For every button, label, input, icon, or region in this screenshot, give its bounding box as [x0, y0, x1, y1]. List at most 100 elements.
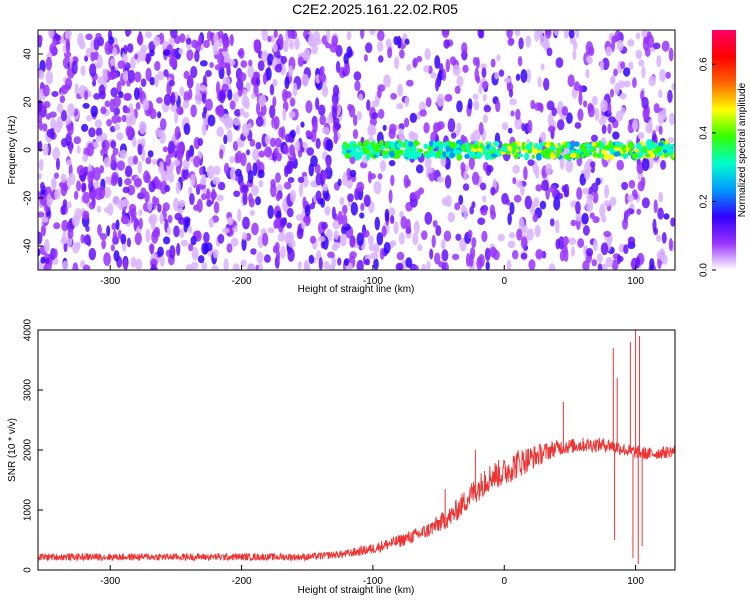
x-tick-label: -200 — [232, 276, 252, 287]
heatmap-cell — [272, 96, 277, 108]
heatmap-cell — [90, 105, 99, 118]
heatmap-cell — [252, 162, 258, 177]
heatmap-cell — [413, 220, 420, 235]
heatmap-cell — [315, 172, 323, 186]
heatmap-cell — [514, 116, 523, 130]
heatmap-cell — [97, 224, 102, 236]
heatmap-cell — [527, 119, 533, 134]
heatmap-cell — [72, 262, 79, 270]
heatmap-signal-cell — [342, 144, 347, 149]
heatmap-cell — [182, 99, 190, 109]
heatmap-cell — [80, 234, 85, 244]
heatmap-cell — [321, 221, 328, 230]
heatmap-cell — [641, 197, 650, 209]
heatmap-cell — [80, 65, 86, 77]
heatmap-cell — [257, 169, 265, 179]
heatmap-cell — [353, 71, 362, 81]
heatmap-cell — [376, 232, 384, 246]
heatmap-cell — [164, 184, 171, 193]
heatmap-cell — [122, 70, 129, 82]
heatmap-cell — [365, 258, 370, 266]
heatmap-cell — [180, 239, 189, 247]
heatmap-cell — [168, 171, 175, 183]
heatmap-cell — [273, 147, 279, 157]
heatmap-signal-cell — [349, 151, 355, 158]
heatmap-cell — [264, 146, 273, 158]
heatmap-cell — [82, 102, 90, 109]
heatmap-cell — [124, 107, 131, 114]
heatmap-cell — [249, 139, 256, 147]
heatmap-cell — [116, 132, 124, 141]
heatmap-cell — [635, 49, 643, 60]
heatmap-cell — [436, 93, 445, 107]
heatmap-signal-cell — [357, 147, 363, 151]
heatmap-cell — [477, 217, 486, 226]
heatmap-cell — [347, 193, 354, 203]
heatmap-signal-cell — [663, 153, 670, 158]
heatmap-signal-cell — [408, 141, 414, 148]
heatmap-cell — [225, 62, 231, 71]
heatmap-cell — [138, 217, 143, 230]
heatmap-cell — [275, 193, 281, 202]
heatmap-cell — [104, 176, 112, 184]
heatmap-cell — [76, 165, 85, 176]
heatmap-cell — [668, 47, 674, 62]
heatmap-cell — [515, 73, 521, 81]
heatmap-cell — [110, 140, 117, 149]
heatmap-cell — [321, 126, 330, 135]
heatmap-cell — [478, 122, 484, 136]
heatmap-cell — [85, 33, 93, 41]
heatmap-cell — [60, 173, 67, 184]
heatmap-cell — [540, 131, 547, 142]
heatmap-cell — [548, 263, 556, 270]
heatmap-cell — [585, 247, 594, 257]
heatmap-signal-cell — [430, 149, 435, 153]
heatmap-cell — [568, 237, 577, 245]
heatmap-cell — [153, 226, 160, 234]
heatmap-cell — [424, 156, 432, 170]
heatmap-cell — [544, 30, 552, 39]
x-tick-label: 0 — [501, 576, 507, 587]
heatmap-cell — [94, 119, 103, 129]
heatmap-cell — [498, 69, 505, 77]
heatmap-cell — [326, 114, 334, 125]
heatmap-cell — [182, 158, 190, 171]
heatmap-cell — [159, 118, 167, 131]
heatmap-cell — [358, 93, 363, 102]
heatmap-cell — [586, 194, 594, 202]
heatmap-cell — [66, 201, 72, 209]
heatmap-cell — [178, 228, 185, 238]
heatmap-cell — [46, 193, 52, 208]
heatmap-cell — [326, 30, 331, 42]
heatmap-cell — [581, 212, 589, 225]
heatmap-signal-cell — [417, 151, 423, 156]
heatmap-cell — [167, 214, 173, 224]
heatmap-cell — [53, 172, 60, 179]
heatmap-cell — [117, 229, 122, 240]
heatmap-cell — [507, 37, 515, 47]
heatmap-cell — [88, 127, 96, 138]
heatmap-cell — [178, 199, 186, 208]
heatmap-cell — [623, 67, 631, 77]
heatmap-cell — [185, 150, 191, 162]
heatmap-cell — [641, 96, 649, 109]
heatmap-cell — [535, 184, 543, 192]
heatmap-cell — [603, 200, 612, 207]
heatmap-cell — [130, 56, 136, 70]
heatmap-cell — [378, 108, 385, 119]
heatmap-cell — [637, 131, 645, 140]
heatmap-cell — [97, 76, 105, 85]
heatmap-cell — [211, 265, 219, 270]
heatmap-cell — [126, 43, 134, 53]
heatmap-cell — [273, 116, 280, 130]
heatmap-cell — [494, 71, 499, 80]
heatmap-cell — [217, 181, 226, 191]
heatmap-cell — [608, 116, 616, 123]
heatmap-cell — [479, 182, 487, 191]
heatmap-cell — [419, 109, 427, 117]
heatmap-cell — [197, 255, 205, 264]
heatmap-cell — [636, 208, 642, 215]
heatmap-cell — [518, 37, 524, 50]
heatmap-cell — [551, 107, 557, 117]
heatmap-cell — [405, 257, 413, 269]
